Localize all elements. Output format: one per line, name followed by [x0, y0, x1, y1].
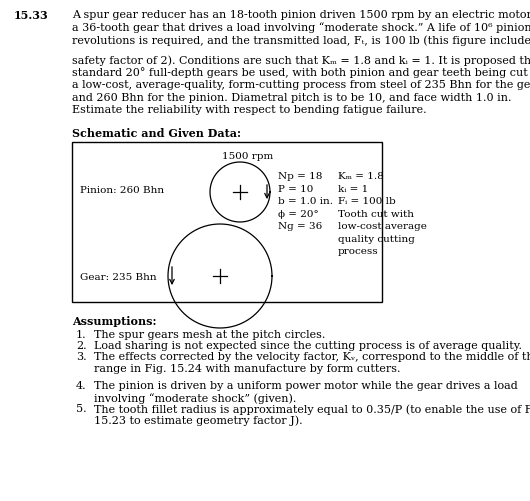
Text: 3.: 3. [76, 353, 86, 363]
Text: Ng = 36: Ng = 36 [278, 222, 322, 231]
Text: Np = 18: Np = 18 [278, 172, 322, 181]
Text: 4.: 4. [76, 381, 86, 391]
Text: The pinion is driven by a uniform power motor while the gear drives a load: The pinion is driven by a uniform power … [94, 381, 518, 391]
Text: process: process [338, 247, 378, 256]
Bar [72, 142, 382, 302]
Text: Load sharing is not expected since the cutting process is of average quality.: Load sharing is not expected since the c… [94, 341, 522, 351]
Text: a 36-tooth gear that drives a load involving “moderate shock.” A life of 10⁶ pin: a 36-tooth gear that drives a load invol… [72, 23, 530, 33]
Text: kᵢ = 1: kᵢ = 1 [338, 184, 368, 193]
Text: 1.: 1. [76, 330, 86, 340]
Text: 15.23 to estimate geometry factor J).: 15.23 to estimate geometry factor J). [94, 416, 303, 426]
Text: Pinion: 260 Bhn: Pinion: 260 Bhn [80, 185, 164, 194]
Text: Schematic and Given Data:: Schematic and Given Data: [72, 127, 241, 138]
Text: 15.33: 15.33 [14, 10, 49, 21]
Text: range in Fig. 15.24 with manufacture by form cutters.: range in Fig. 15.24 with manufacture by … [94, 364, 401, 374]
Text: Estimate the reliability with respect to bending fatigue failure.: Estimate the reliability with respect to… [72, 105, 427, 115]
Text: a low-cost, average-quality, form-cutting process from steel of 235 Bhn for the : a low-cost, average-quality, form-cuttin… [72, 80, 530, 90]
Text: standard 20° full-depth gears be used, with both pinion and gear teeth being cut: standard 20° full-depth gears be used, w… [72, 68, 530, 78]
Text: The tooth fillet radius is approximately equal to 0.35/P (to enable the use of F: The tooth fillet radius is approximately… [94, 404, 530, 415]
Text: 2.: 2. [76, 341, 86, 351]
Text: Fᵢ = 100 lb: Fᵢ = 100 lb [338, 197, 396, 206]
Text: A spur gear reducer has an 18-tooth pinion driven 1500 rpm by an electric motor : A spur gear reducer has an 18-tooth pini… [72, 10, 530, 20]
Text: 1500 rpm: 1500 rpm [223, 152, 273, 161]
Text: Kₘ = 1.8: Kₘ = 1.8 [338, 172, 384, 181]
Text: Gear: 235 Bhn: Gear: 235 Bhn [80, 274, 157, 283]
Text: involving “moderate shock” (given).: involving “moderate shock” (given). [94, 393, 296, 403]
Text: low-cost average: low-cost average [338, 222, 427, 231]
Text: P = 10: P = 10 [278, 184, 313, 193]
Text: quality cutting: quality cutting [338, 234, 415, 243]
Text: Tooth cut with: Tooth cut with [338, 209, 414, 218]
Text: 5.: 5. [76, 404, 86, 414]
Text: revolutions is required, and the transmitted load, Fₜ, is 100 lb (this figure in: revolutions is required, and the transmi… [72, 35, 530, 46]
Text: safety factor of 2). Conditions are such that Kₘ = 1.8 and kᵢ = 1. It is propose: safety factor of 2). Conditions are such… [72, 55, 530, 66]
Text: The spur gears mesh at the pitch circles.: The spur gears mesh at the pitch circles… [94, 330, 325, 340]
Text: The effects corrected by the velocity factor, Kᵥ, correspond to the middle of th: The effects corrected by the velocity fa… [94, 353, 530, 363]
Text: Assumptions:: Assumptions: [72, 316, 156, 327]
Text: b = 1.0 in.: b = 1.0 in. [278, 197, 333, 206]
Text: ϕ = 20°: ϕ = 20° [278, 209, 319, 218]
Text: and 260 Bhn for the pinion. Diametral pitch is to be 10, and face width 1.0 in.: and 260 Bhn for the pinion. Diametral pi… [72, 93, 511, 103]
